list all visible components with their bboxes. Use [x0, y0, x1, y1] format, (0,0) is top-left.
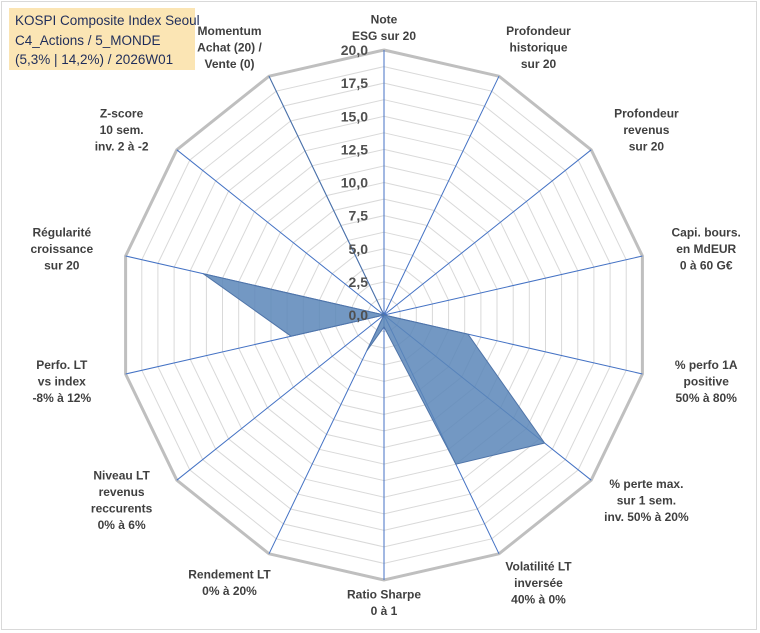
axis-label: Perfo. LT vs index -8% à 12% [32, 358, 91, 405]
axis-label: Capi. bours. en MdEUR 0 à 60 G€ [672, 226, 741, 273]
axis-label-line: Capi. bours. [672, 226, 741, 240]
chart-title-box: KOSPI Composite Index Seoul C4_Actions /… [9, 8, 200, 70]
title-line-2: C4_Actions / 5_MONDE [15, 32, 161, 48]
tick-label: 17,5 [341, 75, 368, 91]
tick-label: 5,0 [349, 241, 369, 257]
axis-label: Régularité croissance sur 20 [30, 226, 93, 273]
radar-series [202, 75, 546, 465]
axis-label: % perte max. sur 1 sem. inv. 50% à 20% [604, 477, 689, 524]
axis-label: Profondeur historique sur 20 [506, 24, 571, 71]
axis-label-line: Perfo. LT [36, 358, 88, 372]
axis-label-line: Rendement LT [188, 568, 271, 582]
axis-spoke [176, 314, 385, 481]
series-area [202, 75, 546, 465]
axis-label-line: sur 20 [521, 57, 557, 71]
axis-label-line: vs index [38, 374, 86, 388]
axis-label-line: 50% à 80% [676, 391, 738, 405]
axis-label-line: Note [371, 13, 398, 27]
axis-label-line: reccurents [91, 502, 153, 516]
tick-label: 0,0 [349, 307, 369, 323]
axis-label-line: Z-score [100, 107, 144, 121]
axis-label-line: historique [509, 41, 567, 55]
axis-label: Rendement LT 0% à 20% [188, 568, 271, 599]
axis-label-line: 0 à 60 G€ [680, 259, 733, 273]
axis-label: % perfo 1A positive 50% à 80% [675, 358, 738, 405]
axis-spoke [383, 149, 592, 316]
axis-label-line: revenus [99, 485, 145, 499]
axis-label-line: sur 20 [44, 259, 80, 273]
axis-label-line: en MdEUR [676, 242, 736, 256]
tick-label: 12,5 [341, 141, 368, 157]
tick-label: 15,0 [341, 108, 368, 124]
axis-label: Niveau LT revenus reccurents 0% à 6% [91, 469, 153, 533]
axis-label-line: croissance [30, 242, 93, 256]
axis-label-line: 40% à 0% [511, 592, 566, 606]
axis-label: Ratio Sharpe 0 à 1 [347, 588, 421, 619]
axis-label-line: inversée [514, 576, 563, 590]
axis-label-line: 0% à 6% [98, 518, 146, 532]
axis-label-line: revenus [623, 123, 669, 137]
title-line-3: (5,3% | 14,2%) / 2026W01 [15, 52, 174, 67]
axis-label-line: sur 20 [629, 140, 665, 154]
axis-label-line: 0% à 20% [202, 584, 257, 598]
axis-label-line: positive [684, 374, 730, 388]
tick-label: 10,0 [341, 175, 368, 191]
axis-labels: Note ESG sur 20 Profondeur historique sur 20… [30, 13, 740, 619]
axis-label-line: Momentum [198, 24, 262, 38]
axis-label: Volatilité LT inversée 40% à 0% [505, 559, 572, 606]
axis-label-line: Profondeur [614, 107, 679, 121]
axis-label-line: ESG sur 20 [352, 29, 416, 43]
axis-label-line: inv. 2 à -2 [95, 140, 149, 154]
axis-spoke [383, 75, 500, 316]
axis-label-line: Niveau LT [93, 469, 150, 483]
axis-label-line: Ratio Sharpe [347, 588, 421, 602]
axis-label: Profondeur revenus sur 20 [614, 107, 679, 154]
axis-label: Momentum Achat (20) / Vente (0) [197, 24, 262, 71]
axis-label-line: % perte max. [609, 477, 683, 491]
axis-spoke [383, 255, 643, 316]
axis-label-line: Profondeur [506, 24, 571, 38]
axis-label-line: 0 à 1 [371, 604, 398, 618]
axis-label-line: -8% à 12% [32, 391, 91, 405]
axis-label: Z-score 10 sem. inv. 2 à -2 [95, 107, 149, 154]
axis-label-line: % perfo 1A [675, 358, 738, 372]
axis-label-line: inv. 50% à 20% [604, 510, 689, 524]
radial-tick-labels: 0,0 2,5 5,0 7,5 10,0 12,5 15,0 17,5 20,0 [341, 42, 368, 323]
title-line-1: KOSPI Composite Index Seoul [15, 13, 200, 28]
axis-label-line: 10 sem. [100, 123, 144, 137]
axis-label-line: sur 1 sem. [617, 493, 676, 507]
tick-label: 20,0 [341, 42, 368, 58]
tick-label: 2,5 [349, 274, 369, 290]
axis-label-line: Régularité [32, 226, 91, 240]
axis-label-line: Achat (20) / [197, 41, 262, 55]
axis-label-line: Volatilité LT [505, 559, 572, 573]
axis-spoke [268, 314, 385, 555]
tick-label: 7,5 [349, 208, 369, 224]
axis-spoke [176, 149, 385, 316]
axis-label: Note ESG sur 20 [352, 13, 416, 44]
axis-label-line: Vente (0) [204, 57, 254, 71]
